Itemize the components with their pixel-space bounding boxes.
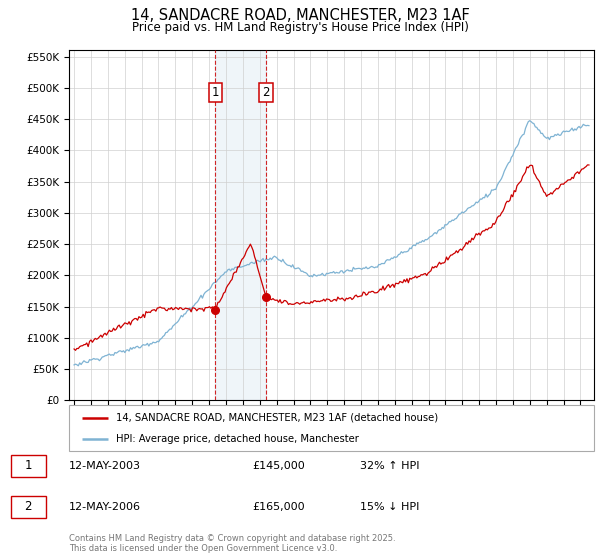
Text: 1: 1	[212, 86, 219, 99]
Text: 15% ↓ HPI: 15% ↓ HPI	[360, 502, 419, 512]
Text: HPI: Average price, detached house, Manchester: HPI: Average price, detached house, Manc…	[116, 435, 359, 444]
Text: 12-MAY-2006: 12-MAY-2006	[69, 502, 141, 512]
Text: 12-MAY-2003: 12-MAY-2003	[69, 461, 141, 471]
Text: £145,000: £145,000	[252, 461, 305, 471]
Text: 14, SANDACRE ROAD, MANCHESTER, M23 1AF (detached house): 14, SANDACRE ROAD, MANCHESTER, M23 1AF (…	[116, 413, 439, 423]
Text: 14, SANDACRE ROAD, MANCHESTER, M23 1AF: 14, SANDACRE ROAD, MANCHESTER, M23 1AF	[131, 8, 469, 24]
Text: 1: 1	[25, 459, 32, 473]
Text: £165,000: £165,000	[252, 502, 305, 512]
Text: 2: 2	[25, 500, 32, 514]
Bar	[215, 50, 266, 400]
Text: Price paid vs. HM Land Registry's House Price Index (HPI): Price paid vs. HM Land Registry's House …	[131, 21, 469, 34]
Text: 32% ↑ HPI: 32% ↑ HPI	[360, 461, 419, 471]
Text: 2: 2	[262, 86, 270, 99]
Text: Contains HM Land Registry data © Crown copyright and database right 2025.
This d: Contains HM Land Registry data © Crown c…	[69, 534, 395, 553]
